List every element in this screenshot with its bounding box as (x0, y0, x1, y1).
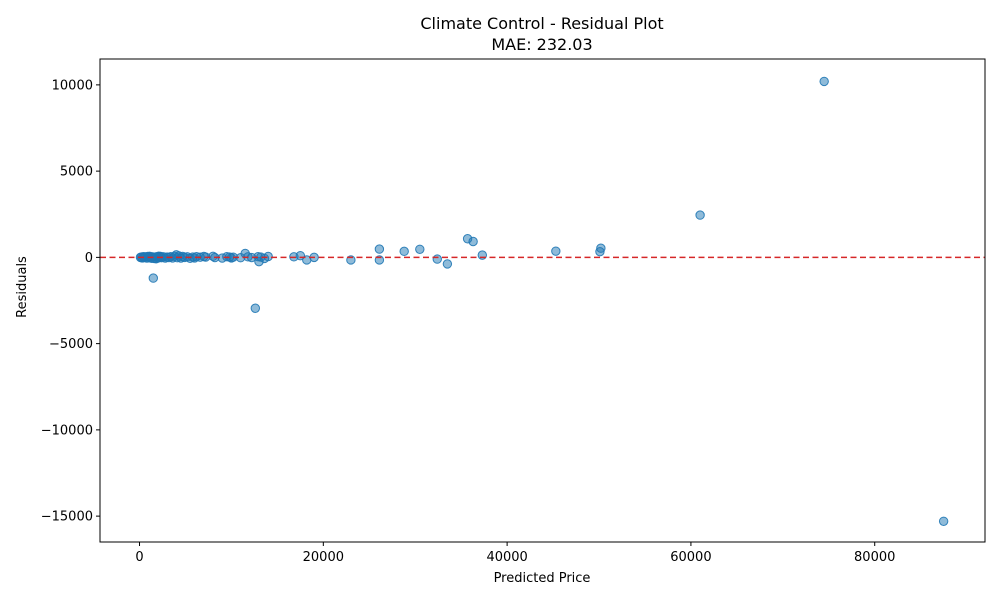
y-tick-label: 0 (85, 251, 93, 266)
data-point (263, 251, 273, 262)
y-tick-label: 10000 (52, 78, 93, 93)
x-tick-label: 20000 (303, 550, 344, 565)
data-point (695, 210, 705, 220)
data-point (399, 246, 409, 257)
axes-frame (99, 58, 986, 543)
y-tick-label: −15000 (41, 510, 93, 525)
y-tick-label: −5000 (49, 337, 93, 352)
x-tick-label: 0 (135, 550, 143, 565)
y-tick-label: −10000 (41, 423, 93, 438)
y-tick-label: 5000 (60, 165, 93, 180)
data-point (432, 254, 442, 264)
data-point (250, 303, 261, 313)
data-point (938, 516, 949, 526)
x-tick-label: 80000 (854, 550, 895, 565)
data-point (415, 244, 425, 254)
x-tick-label: 40000 (486, 550, 527, 565)
data-point (819, 76, 829, 87)
data-point (374, 244, 385, 254)
data-point (596, 243, 606, 253)
x-tick-label: 60000 (670, 550, 711, 565)
ticks-layer: 0 20000 40000 60000 80000 −15000 −10000 −5000 0 5… (41, 78, 896, 565)
axes-layer (99, 58, 986, 543)
x-axis-label: Predicted Price (494, 571, 591, 586)
data-point (148, 273, 159, 283)
chart-title: Climate Control - Residual Plot (420, 14, 663, 33)
data-point (442, 259, 453, 269)
y-axis-label: Residuals (15, 256, 30, 318)
points-layer (135, 76, 949, 526)
chart-subtitle: MAE: 232.03 (491, 35, 592, 54)
data-point (551, 246, 561, 256)
data-point (468, 236, 478, 247)
